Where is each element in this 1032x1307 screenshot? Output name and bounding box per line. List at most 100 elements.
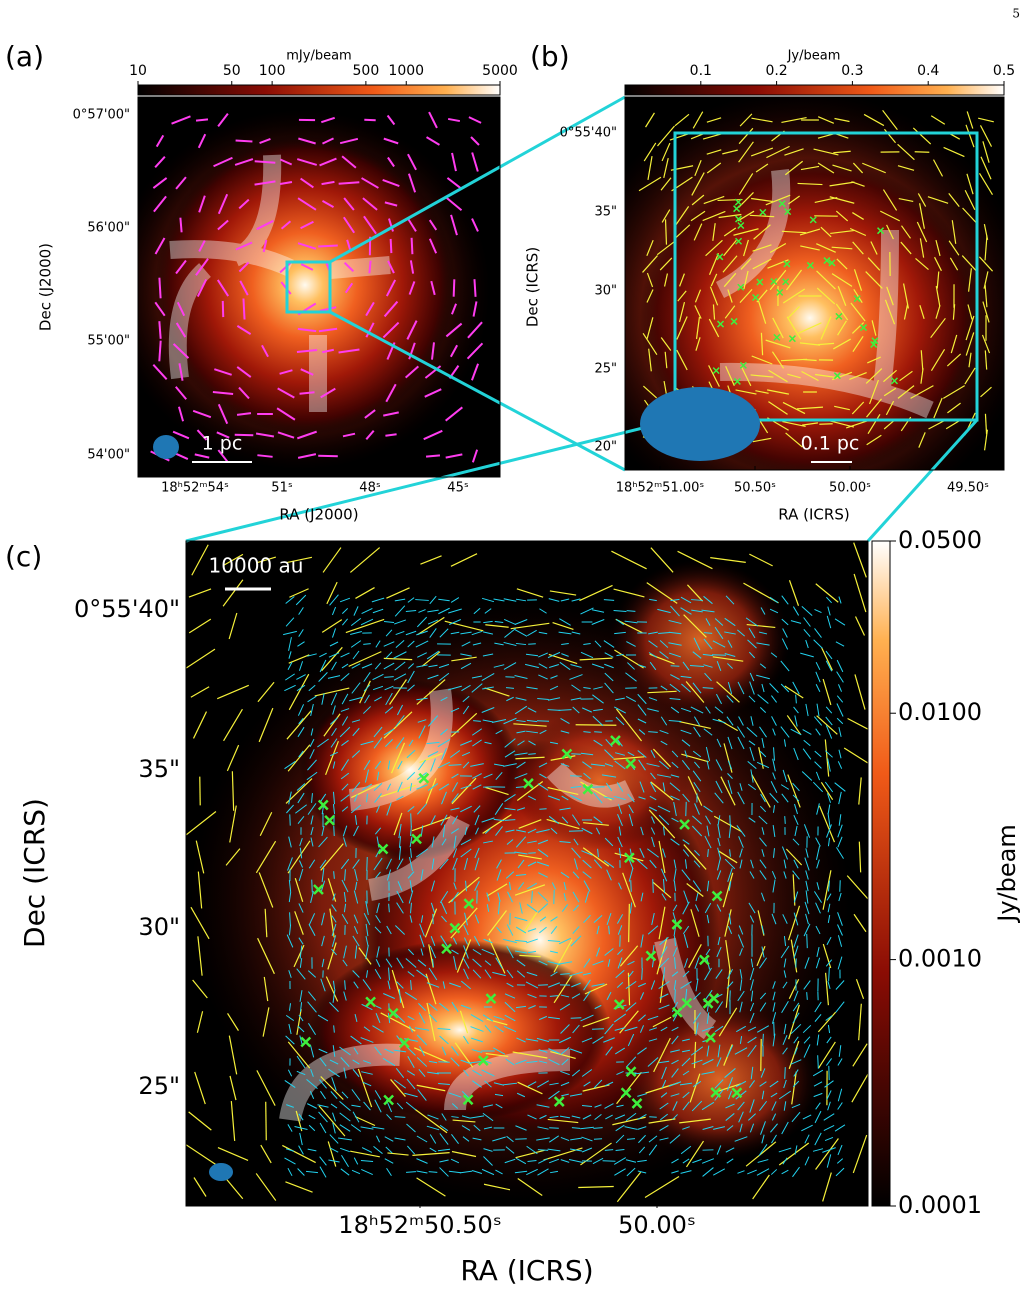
vector	[484, 1060, 492, 1064]
vector	[674, 206, 690, 226]
vector	[762, 1033, 764, 1047]
vector	[570, 1017, 582, 1019]
vector	[288, 673, 310, 711]
vector	[781, 618, 789, 626]
vector	[342, 432, 356, 438]
vector	[386, 802, 392, 816]
vector	[483, 1148, 493, 1152]
vector	[440, 935, 448, 947]
scale-bar-label: 10000 au	[209, 554, 304, 578]
vector	[648, 809, 676, 839]
vector	[508, 881, 512, 891]
vector	[759, 663, 767, 669]
vector	[580, 607, 594, 615]
marker	[806, 261, 814, 269]
vector	[680, 1170, 692, 1174]
vector	[827, 804, 831, 814]
vector	[421, 651, 441, 667]
vector	[627, 972, 631, 1006]
vector	[679, 1118, 711, 1124]
vector	[708, 252, 720, 276]
vector	[833, 338, 851, 350]
vector	[801, 370, 819, 382]
vector	[318, 1111, 328, 1123]
vector	[642, 255, 658, 273]
vector	[837, 1058, 843, 1066]
vector	[867, 356, 881, 364]
vector	[471, 683, 483, 693]
vector	[660, 1092, 668, 1098]
marker	[756, 278, 764, 286]
vector	[471, 728, 483, 736]
vector	[739, 848, 743, 858]
vector	[682, 849, 690, 857]
vector	[825, 725, 833, 739]
vector	[625, 980, 637, 990]
vector	[342, 959, 348, 967]
vector	[238, 261, 250, 273]
vector	[319, 1079, 327, 1089]
vector	[450, 631, 460, 635]
vector	[792, 681, 800, 695]
vector	[724, 858, 736, 870]
vector	[352, 859, 360, 869]
vector	[948, 192, 960, 208]
vector	[255, 840, 277, 874]
vector	[803, 980, 811, 990]
vector	[835, 303, 849, 321]
vector	[416, 1177, 446, 1197]
vector	[727, 640, 733, 648]
vector	[737, 1170, 745, 1174]
vector	[395, 630, 405, 636]
vector	[593, 739, 603, 747]
vector	[385, 279, 397, 297]
vector	[980, 156, 992, 180]
vector	[152, 177, 168, 189]
vector	[321, 825, 325, 837]
vector	[707, 848, 709, 858]
marker	[877, 227, 885, 235]
y-tick-label: 30"	[594, 284, 617, 299]
vector	[685, 681, 705, 703]
vector	[236, 325, 252, 335]
vector	[383, 711, 413, 739]
marker	[582, 783, 594, 795]
vector	[430, 880, 436, 892]
vector	[451, 777, 477, 805]
vector	[837, 956, 843, 970]
vector	[351, 1089, 361, 1101]
vector	[592, 715, 604, 727]
vector	[472, 1080, 482, 1088]
vector	[825, 650, 833, 660]
vector	[759, 726, 767, 738]
vector	[503, 938, 517, 944]
vector	[238, 386, 250, 400]
vector	[674, 989, 676, 1003]
vector	[752, 1174, 770, 1200]
vector	[782, 1157, 788, 1165]
vector	[723, 239, 737, 257]
page-number: 5	[1012, 7, 1020, 21]
vector	[383, 662, 395, 670]
vector	[583, 880, 591, 892]
vector	[714, 1079, 724, 1089]
vector	[451, 1046, 459, 1056]
vector	[481, 817, 495, 823]
vector	[685, 1140, 705, 1168]
marker	[625, 758, 637, 769]
vector	[947, 402, 961, 414]
vector	[516, 1037, 526, 1043]
vector	[769, 242, 787, 254]
vector	[604, 682, 614, 694]
vector	[363, 1101, 371, 1111]
vector	[537, 903, 549, 913]
vector	[394, 1137, 406, 1141]
vector	[790, 1059, 802, 1065]
vector	[625, 672, 637, 682]
vector	[293, 944, 305, 968]
vector	[706, 1045, 710, 1057]
vector	[485, 1052, 509, 1058]
marker	[733, 205, 741, 213]
vector	[680, 596, 692, 604]
